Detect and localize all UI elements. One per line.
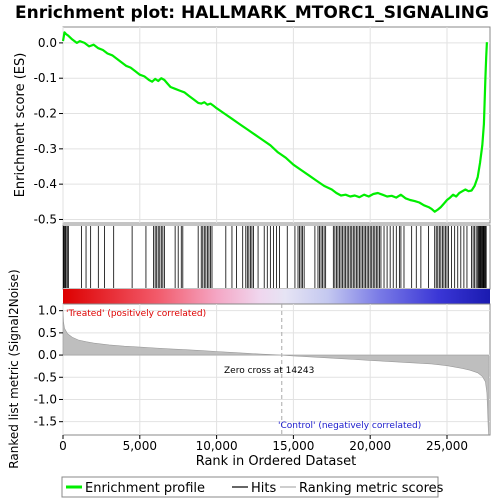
enrichment-grid — [62, 27, 490, 223]
x-tick-label: 20,000 — [349, 439, 391, 453]
enrichment-profile-line — [61, 31, 488, 213]
x-axis-label: Rank in Ordered Dataset — [196, 454, 357, 469]
ranking-metric-area — [62, 310, 489, 436]
ranked-metric-y-tick-label: 0.0 — [38, 348, 57, 362]
chart-title: Enrichment plot: HALLMARK_MTORC1_SIGNALI… — [15, 3, 489, 23]
positive-correlation-label: 'Treated' (positively correlated) — [66, 309, 206, 319]
legend-box — [61, 476, 439, 498]
zero-cross-label: Zero cross at 14243 — [224, 366, 314, 376]
legend: Enrichment profile Hits Ranking metric s… — [61, 476, 444, 498]
enrichment-y-tick-label: -0.5 — [34, 212, 57, 226]
enrichment-y-ticks: 0.0 -0.1 -0.2 -0.3 -0.4 -0.5 — [34, 36, 63, 226]
ranked-metric-y-axis-label: Ranked list metric (Signal2Noise) — [7, 269, 21, 468]
x-tick-label: 0 — [59, 439, 67, 453]
enrichment-y-tick-label: -0.2 — [34, 107, 57, 121]
ranked-metric-y-tick-label: -1.0 — [34, 392, 57, 406]
ranked-metric-y-ticks: 1.0 0.5 0.0 -0.5 -1.0 -1.5 — [34, 304, 63, 429]
enrichment-y-tick-label: -0.1 — [34, 71, 57, 85]
ranked-metric-y-tick-label: 0.5 — [38, 326, 57, 340]
x-tick-label: 25,000 — [426, 439, 468, 453]
legend-enrichment-label: Enrichment profile — [85, 481, 205, 496]
enrichment-score-panel: 0.0 -0.1 -0.2 -0.3 -0.4 -0.5 Enrichment score… — [13, 26, 491, 226]
enrichment-y-tick-label: -0.4 — [34, 177, 57, 191]
ranked-metric-y-tick-label: -1.5 — [34, 415, 57, 429]
hit-lines — [63, 226, 487, 288]
x-tick-label: 10,000 — [196, 439, 238, 453]
enrichment-y-axis-label: Enrichment score (ES) — [13, 53, 28, 198]
ranked-metric-y-tick-label: -0.5 — [34, 370, 57, 384]
hits-panel — [62, 224, 491, 290]
ranked-metric-panel: Zero cross at 14243 'Treated' (positivel… — [7, 269, 491, 469]
negative-correlation-label: 'Control' (negatively correlated) — [278, 421, 421, 431]
enrichment-y-tick-label: 0.0 — [38, 36, 57, 50]
enrichment-plot-area — [62, 26, 491, 224]
x-tick-label: 5,000 — [123, 439, 157, 453]
enrichment-y-tick-label: -0.3 — [34, 142, 57, 156]
ranked-metric-plot-area — [62, 303, 491, 436]
ranking-color-bar — [63, 289, 490, 304]
x-tick-label: 15,000 — [272, 439, 314, 453]
ranked-metric-y-tick-label: 1.0 — [38, 304, 57, 318]
legend-metric-label: Ranking metric scores — [299, 481, 444, 496]
ranked-metric-x-ticks: 0 5,000 10,000 15,000 20,000 25,000 — [59, 435, 468, 453]
legend-hits-label: Hits — [251, 481, 276, 496]
